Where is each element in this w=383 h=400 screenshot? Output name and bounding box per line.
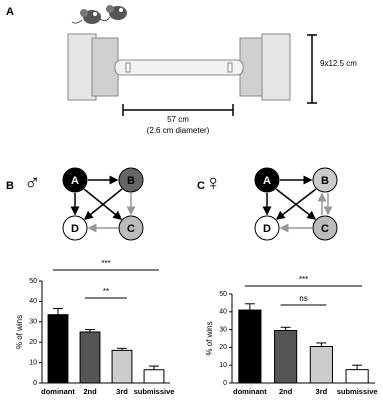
y-tick-label: 20	[219, 344, 227, 351]
x-tick-label: 3rd	[316, 387, 328, 396]
significance-label: ***	[101, 259, 110, 268]
x-tick-label: dominant	[41, 387, 75, 396]
y-tick-label: 30	[29, 319, 37, 326]
significance-label: ns	[299, 294, 307, 303]
y-tick-label: 50	[29, 278, 37, 285]
node-label: D	[263, 223, 271, 235]
panel-label: C	[197, 180, 205, 192]
apparatus	[67, 33, 291, 101]
bar	[309, 346, 333, 384]
x-tick-label: 3rd	[116, 387, 128, 396]
y-tick-label: 40	[219, 309, 227, 316]
y-tick-label: 20	[29, 339, 37, 346]
bar	[274, 329, 298, 384]
panel-label: A	[6, 6, 14, 18]
bar	[345, 369, 369, 384]
x-tick-label: submissive	[337, 387, 378, 396]
mice	[71, 5, 127, 24]
length-label: 57 cm	[167, 115, 189, 124]
bar	[111, 349, 133, 384]
bar	[79, 331, 101, 384]
x-tick-label: 2nd	[83, 387, 97, 396]
hierarchy-arrows	[70, 175, 136, 233]
y-tick-label: 30	[219, 326, 227, 333]
node-label: B	[127, 175, 135, 187]
scale-bars	[122, 34, 317, 116]
bar	[238, 309, 262, 384]
node-label: A	[71, 175, 79, 187]
node-label: D	[71, 223, 79, 235]
sex-symbol: ♀	[205, 170, 222, 195]
x-tick-label: submissive	[134, 387, 175, 396]
diameter-label: (2.6 cm diameter)	[147, 126, 210, 135]
y-tick-label: 50	[219, 291, 227, 298]
node-label: C	[321, 223, 329, 235]
x-tick-label: 2nd	[279, 387, 293, 396]
bar	[143, 369, 165, 384]
hierarchy-arrows	[262, 175, 333, 233]
y-axis-label: % of wins	[205, 321, 214, 355]
node-label: C	[127, 223, 135, 235]
significance-label: ***	[299, 275, 308, 284]
height-label: 9x12.5 cm	[320, 59, 357, 68]
node-label: B	[321, 175, 329, 187]
y-tick-label: 10	[29, 359, 37, 366]
panel-label: B	[6, 180, 14, 192]
y-axis-label: % of wins	[15, 315, 24, 349]
y-tick-label: 40	[29, 298, 37, 305]
x-tick-label: dominant	[233, 387, 267, 396]
sex-symbol: ♂	[24, 170, 41, 195]
y-tick-label: 0	[223, 380, 227, 387]
significance-label: **	[103, 287, 109, 296]
y-tick-label: 10	[219, 362, 227, 369]
y-tick-label: 0	[33, 380, 37, 387]
node-label: A	[263, 175, 271, 187]
bar	[47, 314, 69, 384]
